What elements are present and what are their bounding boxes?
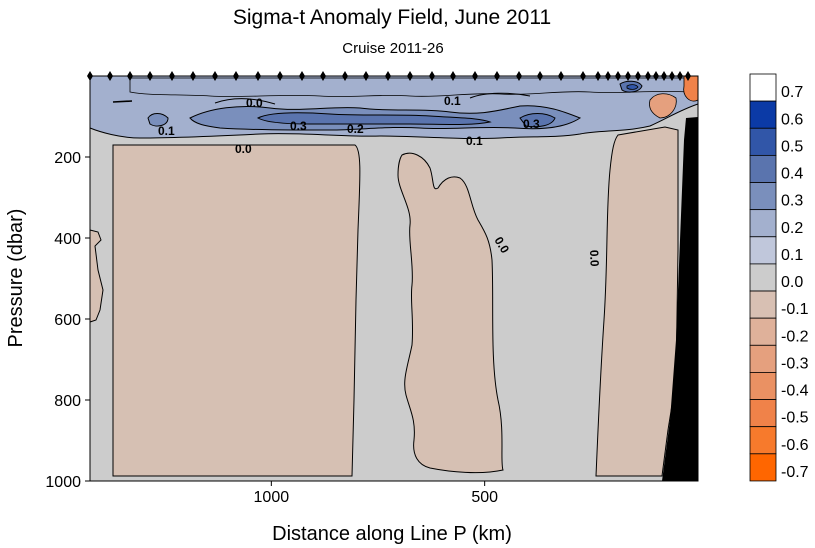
colorbar-swatch [749, 290, 777, 319]
contour-label: 0.0 [587, 250, 602, 267]
colorbar-swatch [749, 127, 777, 156]
x-tick-label: 1000 [254, 489, 290, 506]
colorbar-label: 0.1 [781, 247, 803, 264]
contour-label: 0.1 [444, 94, 461, 108]
colorbar-swatch [749, 73, 777, 102]
negative-region-left [112, 144, 361, 477]
colorbar-label: -0.5 [781, 410, 809, 427]
colorbar-label: 0.4 [781, 166, 803, 183]
y-tick-label: 1000 [45, 474, 81, 491]
positive-eddy-west [147, 113, 169, 127]
colorbar-swatch [749, 154, 777, 183]
contour-label: 0.2 [347, 122, 364, 136]
colorbar-label: 0.5 [781, 138, 803, 155]
contour-label: 0.1 [158, 124, 175, 138]
plot-area: 0.0 0.1 0.1 0.3 0.2 0.3 0.1 0.0 0.0 0.0 [87, 71, 699, 482]
contour-label: 0.1 [466, 134, 483, 148]
colorbar-label: 0.6 [781, 111, 803, 128]
colorbar-swatch [749, 426, 777, 455]
colorbar-swatch [749, 100, 777, 129]
contour-label: 0.0 [246, 96, 263, 110]
y-tick-label: 200 [54, 150, 81, 167]
contour-label: 0.0 [235, 142, 252, 156]
colorbar-swatch [749, 317, 777, 346]
positive-layer-0.3 [256, 112, 492, 125]
colorbar-swatch [749, 182, 777, 211]
y-axis: 200 400 600 800 1000 [45, 150, 90, 491]
colorbar-label: -0.6 [781, 437, 809, 454]
colorbar: 0.7 0.6 0.5 0.4 0.3 0.2 0.1 0.0 -0.1 -0.2 -0.3 -0.4… [749, 73, 809, 482]
colorbar-label: 0.3 [781, 193, 803, 210]
colorbar-label: -0.7 [781, 464, 809, 481]
colorbar-swatch [749, 344, 777, 373]
positive-eddy-east-core [626, 84, 639, 90]
y-tick-label: 600 [54, 312, 81, 329]
y-tick-label: 400 [54, 231, 81, 248]
y-tick-label: 800 [54, 393, 81, 410]
chart-title: Sigma-t Anomaly Field, June 2011 [233, 6, 551, 29]
contour-streak-0.0 [214, 98, 276, 105]
colorbar-label: -0.1 [781, 301, 809, 318]
contour-label: 0.3 [290, 119, 307, 133]
negative-region-right [595, 126, 679, 477]
colorbar-label: 0.2 [781, 220, 803, 237]
colorbar-label: -0.3 [781, 355, 809, 372]
positive-layer-surface-band [129, 77, 691, 97]
colorbar-label: 0.7 [781, 84, 803, 101]
plot-frame [89, 75, 699, 482]
colorbar-swatch [749, 209, 777, 238]
negative-patch-east [649, 93, 677, 119]
colorbar-swatch [749, 372, 777, 400]
y-axis-label: Pressure (dbar) [5, 209, 27, 348]
colorbar-label: 0.0 [781, 274, 803, 291]
colorbar-label: -0.2 [781, 328, 809, 345]
negative-region-west-edge [89, 229, 104, 323]
chart-subtitle: Cruise 2011-26 [342, 40, 443, 57]
x-axis: 1000 500 [254, 481, 498, 506]
positive-layer-0.3-east [519, 113, 556, 128]
colorbar-swatch [749, 263, 777, 292]
bathymetry [662, 117, 698, 481]
colorbar-swatch [749, 236, 777, 265]
contour-streak-0.1 [469, 92, 531, 99]
x-axis-label: Distance along Line P (km) [272, 523, 512, 545]
negative-region-middle [397, 152, 504, 474]
contour-streak-west [112, 100, 133, 103]
colorbar-swatch [749, 453, 777, 482]
contour-label: 0.3 [523, 117, 540, 131]
colorbar-swatch [749, 399, 777, 428]
colorbar-label: -0.4 [781, 383, 809, 400]
x-tick-label: 500 [471, 489, 498, 506]
